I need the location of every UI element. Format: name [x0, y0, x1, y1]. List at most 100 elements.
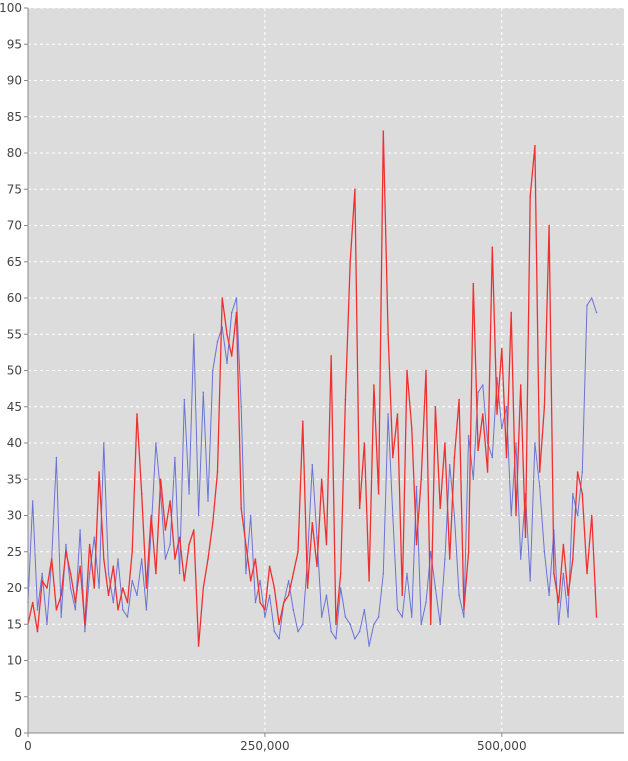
data-point: [31, 601, 34, 604]
data-point: [519, 558, 522, 560]
data-point: [562, 543, 565, 546]
data-point: [273, 587, 276, 589]
data-point: [103, 442, 105, 444]
data-point: [126, 601, 129, 604]
data-point: [159, 478, 162, 481]
y-axis-ticks: 0 5 10 15 20 25 30 35 40 45 50 55 60 65 70 75 80 85 90 95 10…: [0, 1, 28, 740]
data-point: [117, 558, 119, 560]
data-point: [98, 471, 100, 473]
data-point: [496, 413, 498, 415]
data-point: [396, 608, 399, 611]
data-point: [98, 587, 100, 589]
data-point: [197, 514, 200, 517]
data-point: [524, 536, 527, 539]
data-point: [373, 384, 375, 386]
y-tick-label: 15: [7, 617, 22, 631]
data-point: [392, 514, 394, 517]
data-point: [505, 456, 508, 459]
data-point: [491, 456, 494, 459]
data-point: [193, 529, 195, 531]
data-point: [287, 579, 290, 582]
data-point: [178, 572, 181, 575]
data-point: [55, 456, 58, 459]
data-point: [557, 623, 560, 626]
data-point: [557, 601, 560, 604]
data-point: [221, 297, 224, 299]
data-point: [458, 594, 460, 597]
data-point: [50, 558, 53, 560]
data-point: [444, 442, 446, 444]
data-point: [590, 297, 593, 299]
data-point: [107, 572, 110, 575]
data-point: [453, 456, 456, 459]
series-lines: [27, 130, 598, 647]
data-point: [249, 514, 252, 517]
data-point: [339, 572, 342, 575]
data-point: [264, 616, 266, 618]
data-point: [325, 594, 328, 597]
data-point: [93, 536, 96, 539]
data-point: [467, 434, 470, 437]
data-point: [31, 500, 34, 502]
series-1: [27, 130, 598, 647]
y-tick-label: 5: [14, 690, 22, 704]
y-tick-label: 100: [0, 1, 22, 15]
data-point: [482, 413, 484, 415]
data-point: [401, 616, 404, 618]
data-point: [396, 413, 399, 415]
data-point: [254, 601, 257, 604]
data-point: [88, 543, 91, 546]
data-point: [249, 579, 252, 582]
data-point: [297, 630, 299, 633]
data-point: [567, 594, 569, 597]
data-point: [301, 420, 304, 423]
data-point: [112, 601, 115, 604]
data-point: [320, 616, 323, 618]
data-point: [292, 572, 295, 575]
data-point: [368, 645, 370, 647]
data-point: [463, 616, 465, 618]
data-point: [278, 623, 280, 626]
data-point: [572, 558, 574, 560]
data-point: [320, 478, 323, 481]
data-point: [216, 471, 219, 473]
data-point: [259, 601, 261, 604]
data-point: [472, 282, 475, 285]
data-point: [510, 514, 513, 517]
data-point: [202, 587, 205, 589]
data-point: [254, 558, 257, 560]
data-point: [439, 623, 441, 626]
gridlines: [28, 7, 624, 733]
data-point: [387, 333, 389, 336]
data-point: [41, 579, 44, 582]
data-point: [88, 572, 91, 575]
data-point: [377, 616, 380, 618]
data-point: [268, 565, 271, 568]
data-point: [548, 594, 550, 597]
x-tick-label: 500,000: [477, 739, 527, 753]
data-point: [150, 514, 152, 517]
data-point: [79, 565, 81, 568]
data-point: [283, 601, 285, 604]
data-point: [581, 471, 584, 473]
data-point: [529, 579, 531, 582]
data-point: [491, 246, 494, 249]
data-point: [553, 572, 555, 575]
data-point: [415, 485, 418, 488]
data-point: [420, 623, 423, 626]
data-point: [131, 550, 134, 553]
y-tick-label: 85: [7, 110, 22, 124]
data-point: [448, 558, 451, 560]
data-point: [425, 601, 427, 604]
data-point: [519, 384, 522, 386]
y-tick-label: 75: [7, 182, 22, 196]
data-point: [74, 601, 77, 604]
data-point: [358, 630, 361, 633]
data-point: [482, 384, 484, 386]
data-point: [301, 623, 304, 626]
data-point: [344, 398, 347, 401]
y-tick-label: 80: [7, 146, 22, 160]
data-point: [425, 369, 427, 372]
data-point: [500, 427, 503, 430]
data-point: [174, 558, 176, 560]
